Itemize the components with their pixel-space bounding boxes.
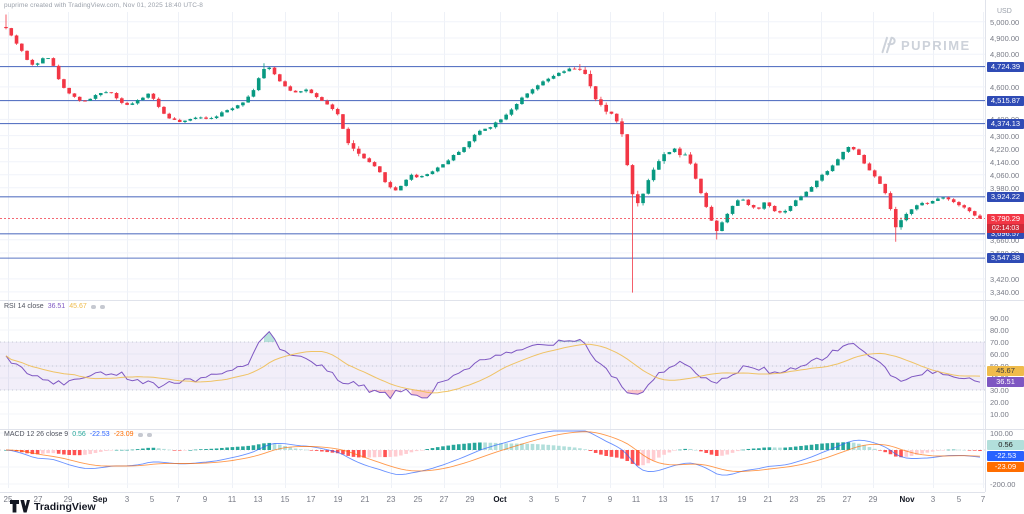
time-axis-label: 25: [3, 495, 13, 504]
time-axis-label: 3: [124, 495, 130, 504]
price-level-badge: 3,696.57: [987, 228, 1024, 239]
time-axis-label: 13: [253, 495, 263, 504]
time-axis-label: Nov: [899, 495, 915, 504]
price-level-badge: 4,515.87: [987, 95, 1024, 106]
time-axis-label: 7: [581, 495, 587, 504]
time-axis-label: 11: [227, 495, 237, 504]
time-axis-label: 7: [980, 495, 986, 504]
time-axis-label: 29: [63, 495, 73, 504]
chart-canvas[interactable]: [0, 0, 985, 492]
rsi-value-badge: 36.51: [987, 377, 1024, 388]
last-price-value: 3,790.29: [990, 213, 1021, 223]
price-axis[interactable]: USD 4,724.39 4,515.87 4,374.13 3,924.22 …: [985, 0, 1024, 492]
macd-title: MACD 12 26 close 9: [4, 431, 69, 438]
time-axis-label: 25: [816, 495, 826, 504]
time-axis-label: Oct: [493, 495, 507, 504]
rsi-tick-label: 80.00: [990, 326, 1009, 335]
pane-separator[interactable]: [0, 300, 1024, 301]
macd-hist-badge: 0.56: [987, 440, 1024, 450]
price-level-badge: 4,374.13: [987, 118, 1024, 129]
price-tick-label: 3,660.00: [990, 235, 1020, 245]
time-axis-label: 21: [360, 495, 370, 504]
rsi-value: 36.51: [47, 303, 66, 310]
price-tick-label: 4,220.00: [990, 144, 1020, 154]
time-axis-label: 17: [306, 495, 316, 504]
rsi-title: RSI 14 close: [4, 303, 44, 310]
price-level-badge: 3,924.22: [987, 191, 1024, 202]
puprime-logo-icon: [881, 36, 896, 54]
price-tick-label: 3,980.00: [990, 183, 1020, 193]
macd-tick-label: 100.00: [990, 429, 1013, 438]
time-axis-label: 11: [631, 495, 641, 504]
time-axis-label: 15: [280, 495, 290, 504]
axis-currency-label: USD: [997, 8, 1012, 15]
tradingview-logo-icon: [10, 500, 30, 513]
time-axis-label: 19: [737, 495, 747, 504]
time-axis-label: 17: [710, 495, 720, 504]
settings-icon[interactable]: [146, 432, 152, 437]
pane-separator[interactable]: [0, 429, 1024, 430]
settings-icon[interactable]: [99, 304, 105, 309]
time-axis-label: 27: [842, 495, 852, 504]
price-tick-label: 3,420.00: [990, 274, 1020, 284]
time-axis-label: 29: [465, 495, 475, 504]
rsi-tick-label: 70.00: [990, 338, 1009, 347]
time-axis-label: 15: [684, 495, 694, 504]
time-axis-label: 3: [528, 495, 534, 504]
puprime-watermark-text: PUPRIME: [901, 37, 971, 53]
macd-signal-value: -23.09: [113, 431, 134, 438]
price-level-badge: 3,547.38: [987, 253, 1024, 264]
rsi-tick-label: 90.00: [990, 314, 1009, 323]
time-axis-label: 7: [175, 495, 181, 504]
tradingview-logo-text: TradingView: [34, 500, 96, 513]
rsi-tick-label: 30.00: [990, 386, 1009, 395]
tradingview-logo[interactable]: TradingView: [10, 500, 96, 513]
time-axis-label: 9: [607, 495, 613, 504]
macd-line-value: -22.53: [89, 431, 110, 438]
time-axis-label: 5: [554, 495, 560, 504]
time-axis-label: 13: [658, 495, 668, 504]
price-tick-label: 4,300.00: [990, 131, 1020, 141]
price-tick-label: 4,800.00: [990, 50, 1020, 60]
time-axis[interactable]: 25 27 29 Sep 3 5 7 9 11 13 15 17 19 21 23 25 27 29 Oct 3 5 7 9…: [0, 492, 985, 504]
rsi-tick-label: 20.00: [990, 398, 1009, 407]
time-axis-label: 25: [413, 495, 423, 504]
price-tick-label: 3,340.00: [990, 287, 1020, 297]
rsi-ma-value: 45.67: [69, 303, 87, 310]
puprime-watermark: PUPRIME: [878, 36, 971, 54]
price-level-badge: 4,724.39: [987, 61, 1024, 72]
time-axis-label: 21: [763, 495, 773, 504]
time-axis-label: 23: [789, 495, 799, 504]
time-axis-label: 27: [439, 495, 449, 504]
time-axis-label: 9: [202, 495, 208, 504]
price-tick-label: 4,600.00: [990, 82, 1020, 92]
macd-tick-label: -200.00: [990, 480, 1016, 489]
time-axis-label: 19: [333, 495, 343, 504]
rsi-indicator-label[interactable]: RSI 14 close 36.51 45.67: [4, 303, 105, 310]
visibility-icon[interactable]: [90, 304, 96, 309]
rsi-ma-badge: 45.67: [987, 366, 1024, 377]
time-axis-label: 27: [33, 495, 43, 504]
time-axis-label: 5: [956, 495, 962, 504]
time-axis-label: 3: [930, 495, 936, 504]
price-tick-label: 4,900.00: [990, 34, 1020, 44]
time-axis-label: Sep: [92, 495, 108, 504]
bar-countdown: 02:14:03: [987, 223, 1024, 233]
macd-signal-badge: -23.09: [987, 462, 1024, 472]
price-tick-label: 5,000.00: [990, 17, 1020, 27]
visibility-icon[interactable]: [137, 432, 143, 437]
rsi-tick-label: 10.00: [990, 410, 1009, 419]
macd-line-badge: -22.53: [987, 451, 1024, 461]
time-axis-label: 29: [868, 495, 878, 504]
macd-indicator-label[interactable]: MACD 12 26 close 9 0.56 -22.53 -23.09: [4, 431, 152, 438]
time-axis-label: 23: [386, 495, 396, 504]
time-axis-label: 5: [149, 495, 155, 504]
price-tick-label: 4,060.00: [990, 170, 1020, 180]
last-price-badge: 3,790.29 02:14:03: [987, 213, 1024, 233]
rsi-tick-label: 60.00: [990, 350, 1009, 359]
chart-caption: puprime created with TradingView.com, No…: [4, 2, 204, 9]
price-tick-label: 4,140.00: [990, 157, 1020, 167]
macd-hist-value: 0.56: [72, 431, 86, 438]
